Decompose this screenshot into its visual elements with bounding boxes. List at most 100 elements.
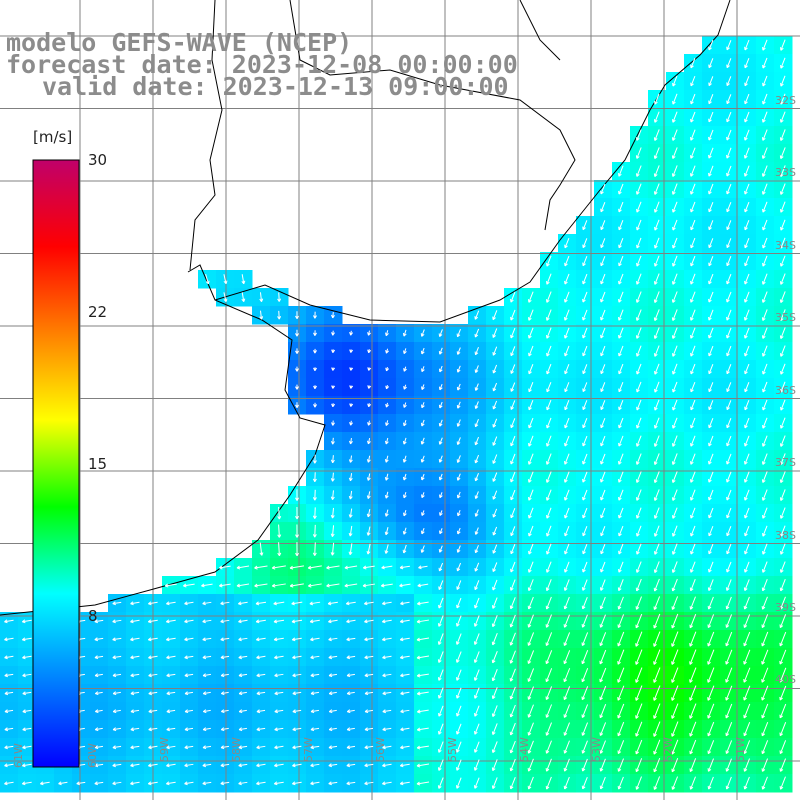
- wind-arrow: [528, 525, 534, 537]
- wind-arrow: [545, 722, 553, 736]
- wind-arrow: [635, 776, 642, 790]
- wind-arrow: [22, 763, 32, 768]
- wind-arrow: [400, 727, 410, 732]
- wind-arrow: [527, 579, 534, 592]
- wind-arrow: [761, 327, 768, 339]
- wind-arrow: [581, 579, 588, 591]
- lon-label-61w: 61W: [12, 743, 25, 768]
- wind-arrow: [202, 781, 212, 786]
- wind-arrow: [744, 291, 750, 303]
- wind-arrow: [617, 721, 625, 737]
- wind-arrow: [762, 363, 768, 375]
- wind-arrow: [636, 399, 642, 411]
- wind-arrow: [112, 727, 121, 732]
- wind-arrow: [635, 453, 642, 465]
- wind-arrow: [762, 273, 768, 285]
- wind-arrow: [295, 542, 300, 557]
- wind-arrow: [600, 489, 606, 501]
- wind-arrow: [617, 614, 625, 629]
- wind-arrow: [4, 619, 14, 624]
- wind-arrow: [689, 649, 697, 665]
- wind-arrow: [22, 655, 32, 660]
- wind-arrow: [743, 685, 751, 701]
- wind-arrow: [672, 75, 678, 87]
- wind-arrow: [563, 632, 571, 646]
- wind-arrow: [382, 709, 392, 714]
- wind-arrow: [635, 327, 642, 339]
- wind-arrow: [563, 686, 571, 701]
- wind-arrow: [310, 691, 320, 696]
- wind-arrow: [528, 382, 534, 393]
- wind-arrow: [402, 329, 407, 337]
- wind-arrow: [653, 739, 661, 755]
- wind-arrow: [581, 704, 589, 718]
- wind-arrow: [95, 709, 103, 714]
- wind-arrow: [564, 543, 570, 555]
- wind-arrow: [654, 201, 660, 213]
- wind-arrow: [546, 327, 552, 339]
- wind-arrow: [636, 273, 642, 285]
- wind-arrow: [238, 709, 247, 714]
- wind-arrow: [238, 763, 248, 768]
- wind-arrow: [382, 673, 392, 678]
- wind-arrow: [690, 345, 696, 357]
- colorbar-tick-8: 8: [88, 607, 98, 625]
- lat-label-39s: 39S: [775, 601, 796, 614]
- wind-arrow: [421, 510, 425, 516]
- wind-arrow: [328, 619, 338, 624]
- wind-arrow: [308, 583, 322, 588]
- wind-arrow: [166, 637, 176, 642]
- wind-arrow: [184, 655, 194, 660]
- wind-arrow: [618, 165, 624, 177]
- wind-arrow: [618, 489, 624, 501]
- wind-arrow: [220, 655, 230, 660]
- wind-arrow: [130, 709, 140, 714]
- wind-arrow: [510, 471, 516, 483]
- wind-arrow: [564, 435, 570, 447]
- wind-arrow: [384, 491, 389, 499]
- wind-arrow: [654, 255, 660, 267]
- wind-arrow: [744, 525, 750, 537]
- wind-arrow: [617, 649, 625, 665]
- wind-arrow: [762, 39, 768, 51]
- wind-arrow: [130, 763, 140, 768]
- wind-arrow: [671, 685, 679, 701]
- wind-arrow: [400, 655, 410, 660]
- wind-arrow: [581, 722, 589, 736]
- wind-arrow: [455, 669, 462, 681]
- wind-arrow: [762, 57, 768, 69]
- wind-arrow: [274, 673, 284, 678]
- wind-arrow: [653, 309, 660, 321]
- wind-arrow: [635, 739, 643, 755]
- wind-arrow: [130, 673, 140, 678]
- wind-arrow: [492, 454, 498, 464]
- wind-arrow: [545, 309, 552, 321]
- wind-arrow: [708, 507, 714, 519]
- wind-arrow: [492, 310, 498, 321]
- wind-arrow: [348, 473, 353, 482]
- wind-arrow: [295, 329, 299, 337]
- wind-arrow: [220, 637, 230, 642]
- wind-arrow: [761, 579, 768, 592]
- wind-arrow: [366, 491, 371, 499]
- wind-arrow: [254, 583, 268, 588]
- wind-arrow: [310, 709, 320, 714]
- wind-arrow: [112, 619, 122, 624]
- wind-arrow: [491, 705, 498, 717]
- wind-arrow: [672, 543, 678, 555]
- wind-arrow: [456, 401, 461, 409]
- wind-arrow: [313, 330, 317, 336]
- wind-arrow: [438, 597, 444, 609]
- wind-arrow: [295, 489, 300, 501]
- wind-arrow: [456, 473, 461, 481]
- wind-arrow: [600, 418, 606, 429]
- wind-arrow: [617, 776, 624, 790]
- wind-arrow: [238, 619, 248, 624]
- wind-arrow: [166, 601, 176, 606]
- wind-arrow: [295, 402, 299, 408]
- wind-arrow: [166, 655, 176, 660]
- wind-arrow: [94, 781, 104, 786]
- wind-arrow: [671, 631, 679, 647]
- wind-arrow: [726, 39, 732, 51]
